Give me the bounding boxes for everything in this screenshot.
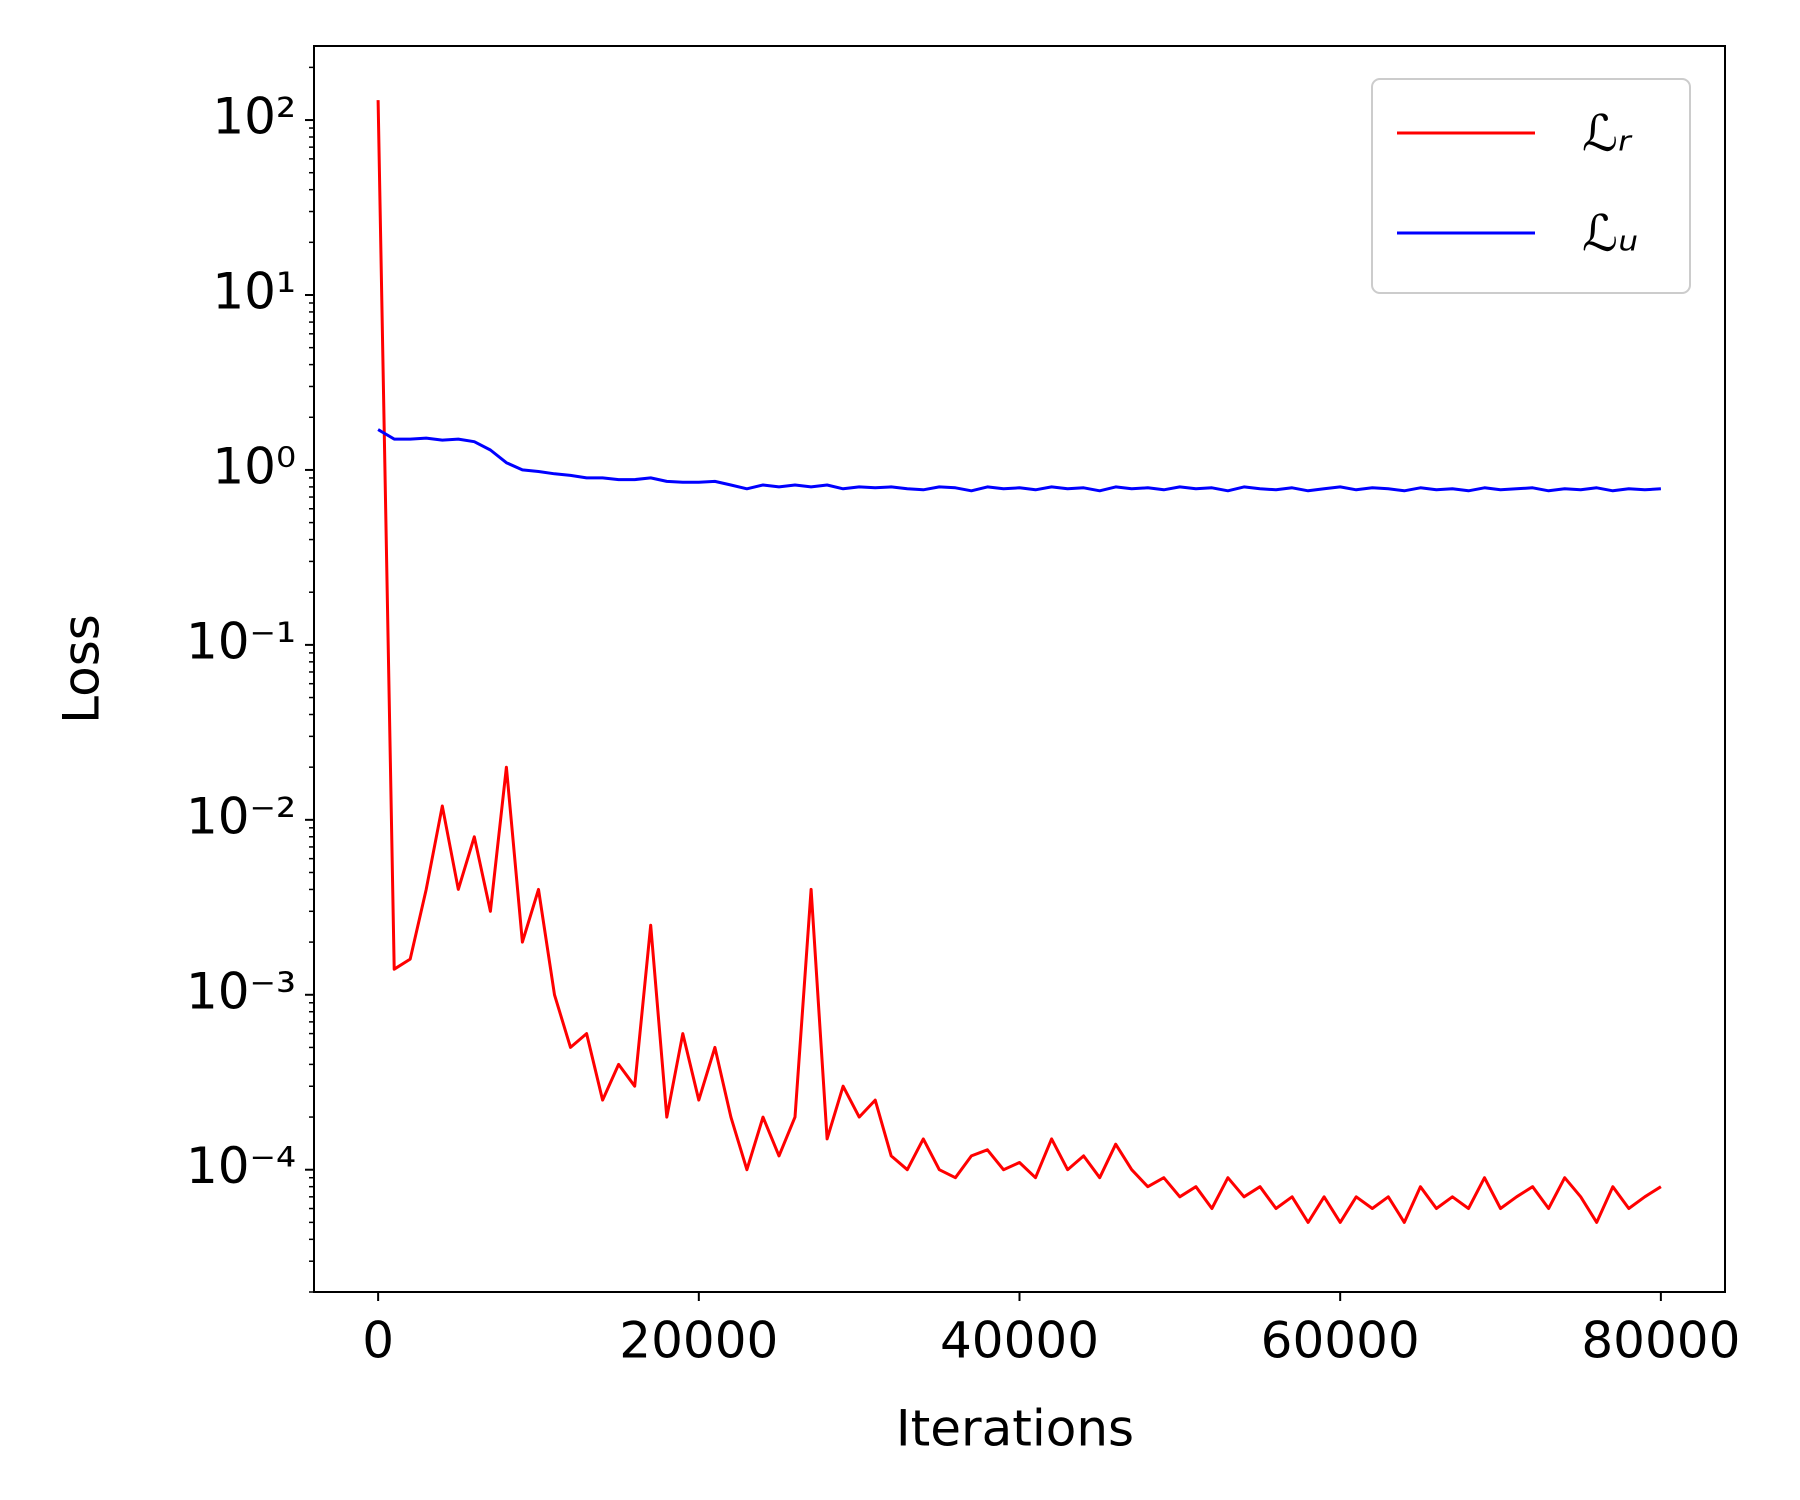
y-axis-label: Loss xyxy=(53,614,111,724)
legend-label: ℒᵣ xyxy=(1582,105,1633,163)
series-line xyxy=(377,428,1661,493)
x-tick-label: 80000 xyxy=(1581,1312,1740,1370)
plot-frame xyxy=(313,45,1726,1293)
y-tick-label: 10⁻¹ xyxy=(186,612,296,670)
x-tick-label: 40000 xyxy=(940,1312,1099,1370)
legend-label: ℒᵤ xyxy=(1582,205,1638,263)
y-tick-label: 10² xyxy=(212,88,296,146)
y-tick-label: 10⁰ xyxy=(212,437,296,495)
y-tick-label: 10⁻⁴ xyxy=(186,1137,296,1195)
y-tick-label: 10⁻³ xyxy=(186,962,296,1020)
x-axis-label: Iterations xyxy=(896,1400,1134,1458)
legend-box xyxy=(1371,78,1691,294)
x-tick-label: 60000 xyxy=(1261,1312,1420,1370)
series-line xyxy=(376,100,1662,1224)
y-tick-label: 10⁻² xyxy=(186,787,296,845)
y-tick-label: 10¹ xyxy=(212,262,296,320)
x-tick-label: 20000 xyxy=(619,1312,778,1370)
x-tick-label: 0 xyxy=(362,1312,394,1370)
